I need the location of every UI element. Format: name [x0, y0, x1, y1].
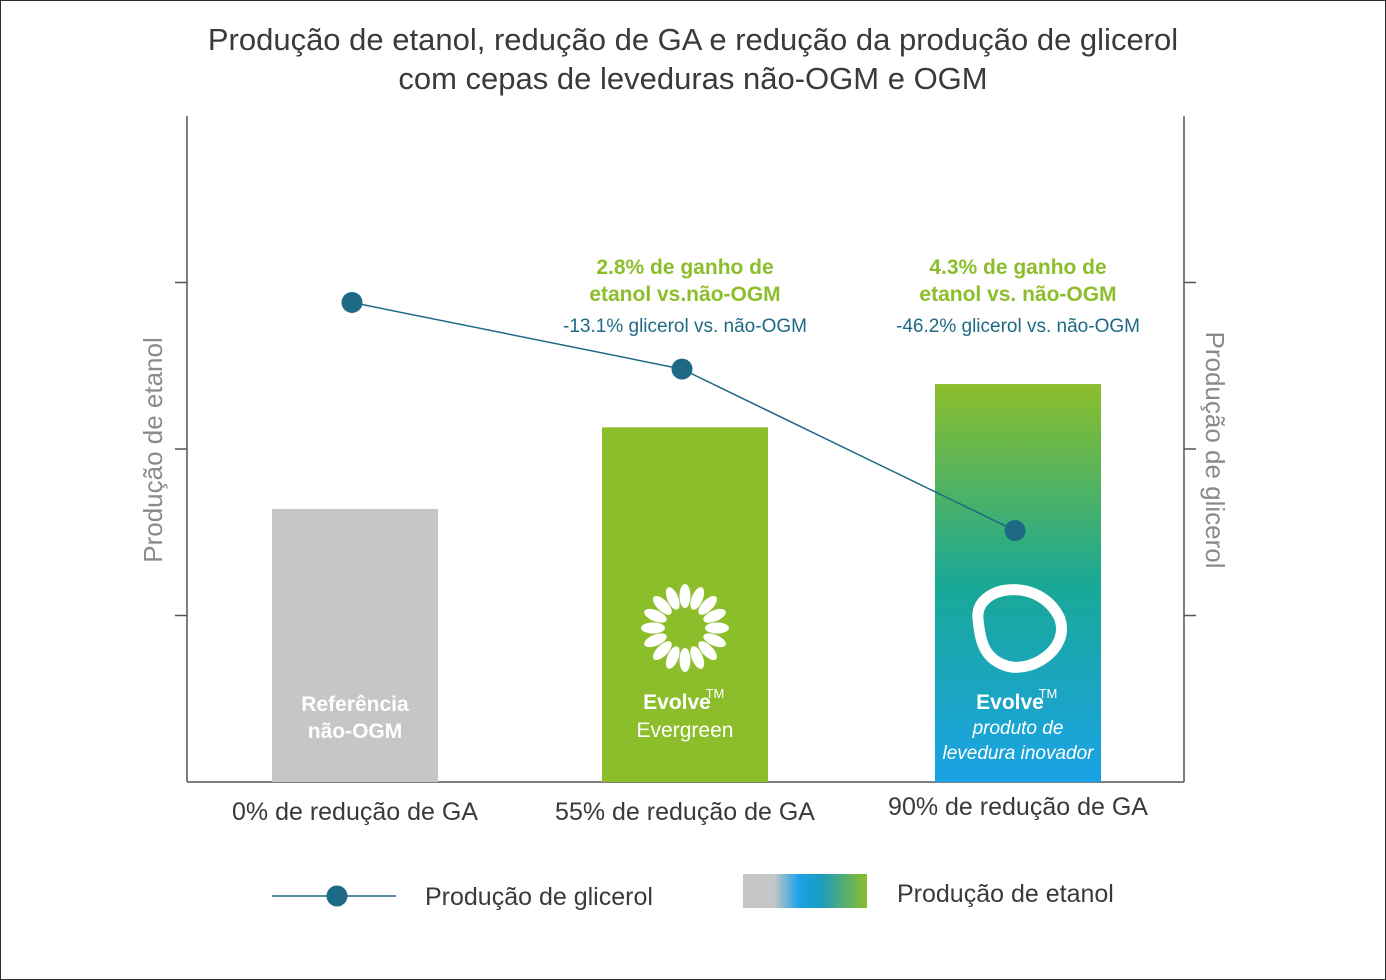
- annotation-2-gain-line-1: 2.8% de ganho de: [596, 256, 773, 279]
- bar-label-1-line-2: não-OGM: [308, 720, 403, 743]
- chart-title-line-1: Produção de etanol, redução de GA e redu…: [207, 22, 1179, 57]
- flower-petal: [698, 596, 717, 615]
- flower-petal: [703, 608, 726, 623]
- bar-label-3-tm: TM: [1039, 686, 1058, 701]
- bar-label-3-line-3: levedura inovador: [942, 743, 1094, 764]
- legend-bar-label: Produção de etanol: [897, 880, 1114, 908]
- bar-label-2-line-2: Evergreen: [637, 719, 734, 742]
- bar-label-2-tm: TM: [706, 686, 725, 701]
- annotation-2-glycerol: -13.1% glicerol vs. não-OGM: [563, 316, 807, 337]
- chart-title-line-2: com cepas de leveduras não-OGM e OGM: [398, 61, 988, 96]
- legend-bar-swatch: [743, 874, 867, 908]
- legend-line-label: Produção de glicerol: [425, 883, 653, 911]
- bar-ethanol-2: [935, 384, 1101, 782]
- y-axis-label-right: Produção de glicerol: [1200, 331, 1230, 568]
- bar-label-2-line-1: Evolve: [643, 691, 711, 714]
- glycerol-point-1: [671, 358, 693, 380]
- bar-ethanol-0: [272, 508, 438, 782]
- flower-petal: [703, 633, 726, 648]
- flower-petal: [653, 596, 672, 615]
- glycerol-point-0: [341, 291, 363, 313]
- evergreen-flower-icon: [641, 584, 729, 672]
- flower-petal: [690, 646, 705, 669]
- x-tick-label-2: 90% de redução de GA: [888, 793, 1148, 821]
- x-tick-label-0: 0% de redução de GA: [232, 798, 478, 826]
- annotation-3-gain-line-2: etanol vs. não-OGM: [919, 283, 1116, 306]
- glycerol-point-2: [1004, 520, 1026, 542]
- flower-petal: [698, 641, 717, 660]
- flower-petal: [665, 646, 680, 669]
- flower-petal: [665, 587, 680, 610]
- flower-petal: [653, 641, 672, 660]
- flower-petal: [641, 622, 665, 634]
- flower-petal: [679, 648, 691, 672]
- annotation-3-glycerol: -46.2% glicerol vs. não-OGM: [896, 316, 1140, 337]
- flower-petal: [679, 584, 691, 608]
- flower-petal: [644, 608, 667, 623]
- flower-petal: [705, 622, 729, 634]
- bar-label-1-line-1: Referência: [301, 693, 409, 716]
- annotation-3-gain-line-1: 4.3% de ganho de: [929, 256, 1106, 279]
- legend-line-marker: [326, 885, 348, 907]
- flower-petal: [690, 587, 705, 610]
- evolve-ring-icon: [972, 584, 1067, 673]
- bar-label-3-line-1: Evolve: [976, 691, 1044, 714]
- annotation-2-gain-line-2: etanol vs.não-OGM: [589, 283, 780, 306]
- bar-label-3-line-2: produto de: [972, 718, 1064, 739]
- x-tick-label-1: 55% de redução de GA: [555, 798, 815, 826]
- flower-petal: [644, 633, 667, 648]
- y-axis-label-left: Produção de etanol: [138, 337, 168, 563]
